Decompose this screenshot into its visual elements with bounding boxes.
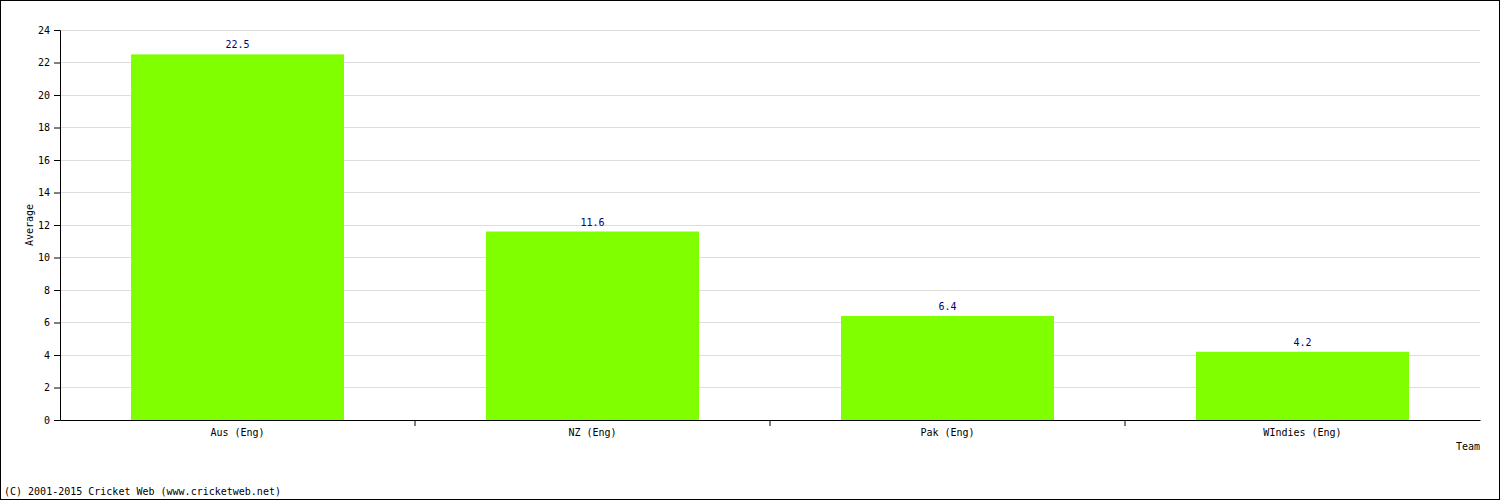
bar [486,232,699,421]
grid-line [60,30,1480,31]
category-separator [770,420,771,426]
bar [841,316,1054,420]
y-tick-label: 16 [38,155,50,166]
bars [131,54,1409,420]
category-separator [415,420,416,426]
x-tick: Aus (Eng) [210,420,264,438]
bar [131,54,344,420]
bar [1196,352,1409,420]
y-tick: 10 [38,252,60,263]
y-tick: 12 [38,220,60,231]
y-tick-label: 20 [38,90,50,101]
category-separator [1125,420,1126,426]
y-axis-line [54,31,61,421]
x-axis-title: Team [1456,441,1480,452]
y-tick: 20 [38,90,60,101]
y-axis-title: Average [24,204,35,246]
y-tick-label: 12 [38,220,50,231]
x-axis: Aus (Eng) NZ (Eng) Pak (Eng) WIndies (Eng) [61,420,1481,438]
y-tick-mark [54,128,60,129]
data-labels: 22.5 11.6 6.4 4.2 [225,39,1311,347]
data-label: 6.4 [938,301,956,312]
annotations: (C) 2001-2015 Cricket Web (www.cricketwe… [4,486,281,497]
plot: 024681012141618202224Aus (Eng)NZ (Eng)Pa… [38,25,1481,438]
y-tick: 14 [38,187,60,198]
x-tick-label: Pak (Eng) [920,427,974,438]
y-tick-mark [54,225,60,226]
chart: 024681012141618202224Aus (Eng)NZ (Eng)Pa… [0,0,1500,500]
y-tick: 4 [44,350,60,361]
x-tick-label: NZ (Eng) [568,427,616,438]
y-tick-mark [54,160,60,161]
y-tick: 24 [38,25,60,36]
y-tick: 18 [38,122,60,133]
grid [60,30,1480,420]
data-label: 22.5 [225,39,249,50]
y-tick-label: 6 [44,317,50,328]
y-tick-label: 24 [38,25,50,36]
y-tick-label: 4 [44,350,50,361]
y-tick: 16 [38,155,60,166]
y-tick: 6 [44,317,60,328]
y-tick-label: 8 [44,285,50,296]
y-tick: 8 [44,285,60,296]
y-tick-label: 22 [38,57,50,68]
y-tick-mark [54,95,60,96]
x-tick-label: WIndies (Eng) [1263,427,1341,438]
x-tick: NZ (Eng) [568,420,616,438]
y-tick-mark [54,323,60,324]
x-tick: Pak (Eng) [920,420,974,438]
y-tick-label: 18 [38,122,50,133]
y-tick: 22 [38,57,60,68]
y-axis: 024681012141618202224 [38,25,61,426]
y-tick-label: 2 [44,382,50,393]
y-tick-mark [54,258,60,259]
y-tick-label: 14 [38,187,50,198]
annotation: (C) 2001-2015 Cricket Web (www.cricketwe… [4,486,281,497]
x-tick: WIndies (Eng) [1263,420,1341,438]
data-label: 11.6 [580,217,604,228]
category-separators [415,420,1125,426]
data-label: 4.2 [1293,337,1311,348]
y-tick-mark [54,388,60,389]
y-tick-label: 10 [38,252,50,263]
x-tick-label: Aus (Eng) [210,427,264,438]
y-tick: 2 [44,382,60,393]
y-tick-mark [54,63,60,64]
frame [1,1,1500,500]
y-tick-label: 0 [44,415,50,426]
y-tick: 0 [44,415,60,426]
y-tick-mark [54,420,60,421]
y-tick-mark [54,30,60,31]
y-tick-mark [54,290,60,291]
y-tick-mark [54,193,60,194]
y-tick-mark [54,355,60,356]
